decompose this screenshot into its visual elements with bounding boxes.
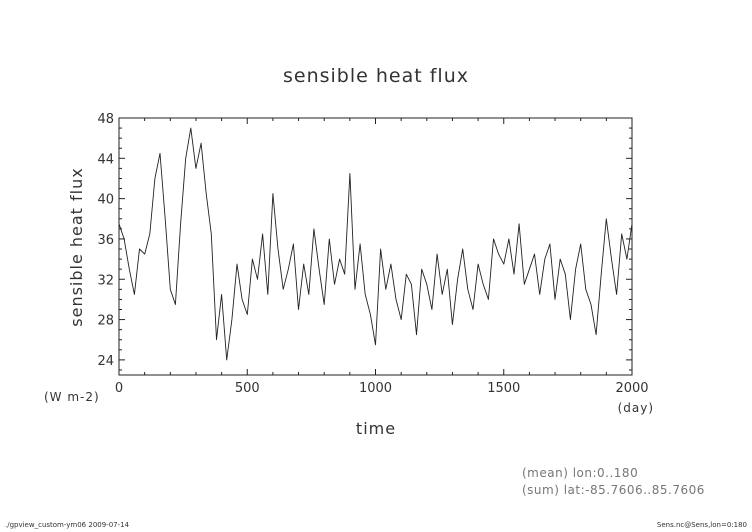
note-sum: (sum) lat:-85.7606..85.7606 xyxy=(522,483,705,497)
y-tick-label: 40 xyxy=(97,193,114,208)
y-tick-label: 48 xyxy=(97,112,114,127)
x-tick-label: 1500 xyxy=(487,381,520,396)
x-tick-label: 0 xyxy=(115,381,123,396)
x-axis-ticks: 0 500 1000 1500 2000 xyxy=(115,118,649,396)
y-tick-label: 24 xyxy=(97,354,114,369)
y-tick-label: 44 xyxy=(97,152,114,167)
y-axis-label: sensible heat flux xyxy=(67,167,86,326)
note-mean: (mean) lon:0..180 xyxy=(522,466,638,480)
footer-left: ./gpview_custom-ym06 2009-07-14 xyxy=(5,521,130,529)
x-axis-label: time xyxy=(356,419,396,438)
series-line xyxy=(118,127,633,361)
x-unit-label: (day) xyxy=(618,401,654,415)
x-tick-label: 500 xyxy=(235,381,260,396)
x-tick-label: 2000 xyxy=(615,381,648,396)
y-unit-label: (W m-2) xyxy=(44,390,100,404)
y-tick-label: 28 xyxy=(97,314,114,329)
footer-right: Sens.nc@Sens,lon=0:180 xyxy=(657,521,747,529)
y-axis-ticks: 24 28 32 36 40 44 48 xyxy=(97,112,632,371)
chart-title: sensible heat flux xyxy=(283,65,469,87)
y-tick-label: 32 xyxy=(97,273,114,288)
plot-series xyxy=(118,127,633,361)
x-tick-label: 1000 xyxy=(359,381,392,396)
y-tick-label: 36 xyxy=(97,233,114,248)
